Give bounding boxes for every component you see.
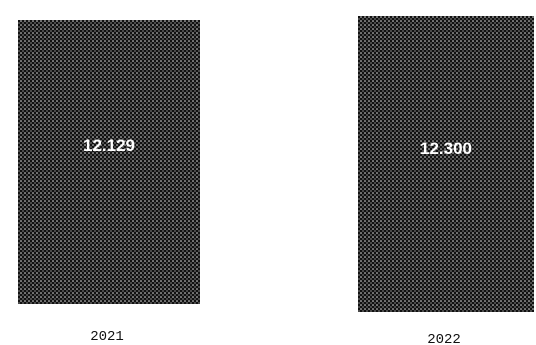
category-label-2021: 2021 xyxy=(90,329,124,345)
bar-2022 xyxy=(358,16,534,312)
value-label-2022: 12.300 xyxy=(420,139,472,158)
bar-2021 xyxy=(18,20,200,304)
value-label-2021: 12.129 xyxy=(83,136,135,155)
category-label-2022: 2022 xyxy=(427,332,461,345)
labels-layer: 12.129 2021 12.300 2022 xyxy=(83,136,472,345)
bars-layer xyxy=(18,16,534,312)
